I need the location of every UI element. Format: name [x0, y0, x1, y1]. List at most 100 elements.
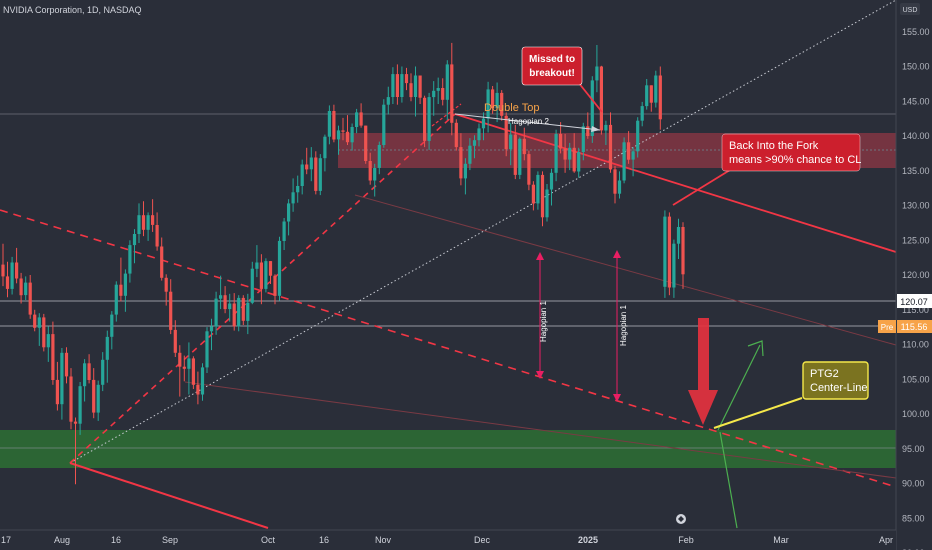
candle[interactable]	[155, 212, 159, 251]
candle[interactable]	[214, 291, 218, 335]
candle[interactable]	[418, 75, 422, 105]
green-up-arrow[interactable]	[717, 344, 761, 431]
candle[interactable]	[636, 117, 640, 158]
candle[interactable]	[10, 256, 14, 295]
candle[interactable]	[608, 112, 613, 173]
candle[interactable]	[518, 137, 522, 180]
candle[interactable]	[531, 181, 535, 211]
candle[interactable]	[241, 295, 245, 325]
candle[interactable]	[92, 368, 96, 419]
fork-upper-line[interactable]	[454, 113, 897, 253]
candle[interactable]	[654, 70, 658, 108]
candle[interactable]	[445, 60, 449, 120]
candle[interactable]	[314, 151, 318, 195]
candle[interactable]	[595, 45, 599, 93]
red-dashed-uptrend[interactable]	[69, 113, 456, 464]
candle[interactable]	[577, 147, 581, 178]
candle[interactable]	[268, 261, 273, 284]
candle[interactable]	[19, 272, 23, 304]
candle[interactable]	[264, 258, 268, 293]
fork-lower-line[interactable]	[69, 462, 269, 529]
candle[interactable]	[28, 275, 32, 319]
candle[interactable]	[151, 199, 155, 232]
candle[interactable]	[73, 417, 78, 485]
candle[interactable]	[667, 212, 671, 296]
candle[interactable]	[101, 352, 105, 392]
candle[interactable]	[581, 122, 585, 161]
candle[interactable]	[364, 125, 368, 164]
missed-breakout-callout[interactable]: Missed to breakout!	[521, 46, 603, 113]
candle[interactable]	[223, 286, 227, 314]
candle[interactable]	[536, 171, 540, 210]
candle[interactable]	[382, 99, 386, 148]
candle[interactable]	[500, 90, 504, 121]
candle[interactable]	[37, 313, 41, 346]
candle[interactable]	[617, 171, 622, 199]
candle[interactable]	[436, 77, 440, 104]
back-into-fork-callout[interactable]: Back Into the Fork means >90% chance to …	[672, 133, 861, 206]
candle[interactable]	[522, 127, 526, 161]
candle[interactable]	[169, 279, 173, 335]
candle[interactable]	[187, 342, 191, 395]
candle[interactable]	[345, 115, 350, 145]
candle[interactable]	[51, 321, 55, 385]
candle[interactable]	[232, 293, 236, 331]
candle[interactable]	[572, 133, 576, 173]
hagopian-2-arrow[interactable]	[454, 113, 601, 131]
candle[interactable]	[513, 124, 517, 180]
candle[interactable]	[527, 150, 531, 191]
candle[interactable]	[96, 380, 100, 421]
candle[interactable]	[413, 66, 418, 117]
candle[interactable]	[24, 276, 28, 300]
candle[interactable]	[663, 210, 667, 298]
candle[interactable]	[200, 363, 205, 401]
candle[interactable]	[472, 135, 477, 159]
down-arrow[interactable]	[688, 318, 718, 425]
candle[interactable]	[645, 79, 649, 110]
candle[interactable]	[368, 152, 372, 185]
candle[interactable]	[590, 76, 594, 143]
candle[interactable]	[173, 320, 177, 357]
candle[interactable]	[160, 237, 164, 281]
candle[interactable]	[549, 168, 554, 206]
candle[interactable]	[132, 229, 137, 264]
candle[interactable]	[627, 131, 631, 164]
candle[interactable]	[42, 313, 46, 352]
candle[interactable]	[15, 247, 19, 284]
candle[interactable]	[540, 171, 545, 227]
candle[interactable]	[78, 382, 82, 435]
currency-badge[interactable]: USD	[900, 3, 920, 15]
candle[interactable]	[450, 42, 454, 136]
candle[interactable]	[110, 311, 114, 350]
candle[interactable]	[60, 348, 64, 420]
candle[interactable]	[386, 86, 390, 115]
candle[interactable]	[622, 137, 626, 184]
candle[interactable]	[196, 371, 200, 405]
fork-center-line[interactable]	[0, 209, 897, 488]
candle[interactable]	[477, 123, 481, 147]
candle[interactable]	[395, 64, 399, 105]
green-down-line[interactable]	[719, 431, 738, 529]
candle[interactable]	[273, 274, 277, 305]
candle[interactable]	[146, 212, 150, 241]
candle[interactable]	[613, 165, 617, 204]
candle[interactable]	[355, 108, 359, 134]
time-axis[interactable]	[0, 530, 896, 550]
candle[interactable]	[377, 141, 381, 175]
candle[interactable]	[468, 138, 472, 171]
candle[interactable]	[658, 66, 662, 130]
candle[interactable]	[336, 125, 341, 155]
candle[interactable]	[287, 199, 291, 236]
candle[interactable]	[237, 295, 241, 332]
candle[interactable]	[640, 101, 644, 127]
candle[interactable]	[250, 261, 254, 305]
candle[interactable]	[1, 243, 5, 287]
candle[interactable]	[676, 218, 681, 259]
candle[interactable]	[300, 159, 304, 195]
candle[interactable]	[495, 82, 499, 123]
candle[interactable]	[631, 147, 635, 177]
candle[interactable]	[205, 327, 209, 373]
candle[interactable]	[509, 122, 513, 166]
candle[interactable]	[563, 133, 567, 173]
candle[interactable]	[432, 81, 436, 116]
